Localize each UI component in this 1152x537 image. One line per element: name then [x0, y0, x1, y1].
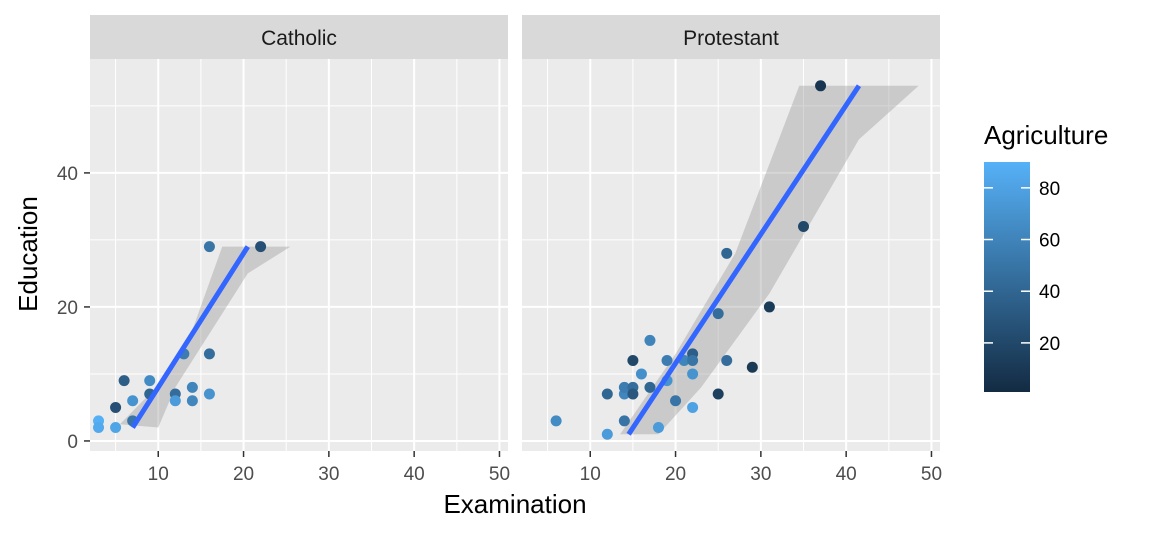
data-point [815, 80, 827, 92]
x-tick-label: 10 [148, 464, 169, 485]
data-point [687, 355, 699, 367]
panel-catholic: Catholic 10 20 30 40 50 0 20 40 [57, 15, 510, 485]
x-tick-label: 30 [318, 464, 339, 485]
data-point [255, 241, 267, 253]
data-point [670, 395, 682, 407]
data-point [601, 388, 613, 400]
x-tick-label: 50 [921, 464, 942, 485]
data-point [712, 308, 724, 320]
data-point [186, 381, 198, 393]
data-point [144, 375, 156, 387]
data-point [644, 334, 656, 346]
legend-tick-label: 60 [1039, 231, 1060, 252]
data-point [110, 422, 122, 434]
data-point [618, 415, 630, 427]
data-point [721, 247, 733, 259]
data-point [661, 355, 673, 367]
legend-title: Agriculture [984, 120, 1108, 150]
facet-strip [90, 15, 508, 59]
facet-strip-label: Protestant [683, 27, 779, 50]
x-tick-label: 40 [836, 464, 857, 485]
data-point [687, 401, 699, 413]
legend-tick-label: 80 [1039, 179, 1060, 200]
data-point [721, 355, 733, 367]
confidence-ribbon [620, 85, 919, 435]
y-tick-label: 40 [57, 164, 78, 185]
data-point [203, 388, 215, 400]
regression-line [130, 245, 250, 429]
data-point [203, 348, 215, 360]
color-legend: Agriculture 20 40 60 80 [984, 120, 1108, 392]
data-point [186, 395, 198, 407]
data-point [644, 381, 656, 393]
data-point [110, 401, 122, 413]
data-point [627, 355, 639, 367]
data-point [118, 375, 130, 387]
legend-tick-label: 40 [1039, 282, 1060, 303]
data-point [635, 368, 647, 380]
data-point [618, 381, 630, 393]
legend-tick-label: 20 [1039, 334, 1060, 355]
data-point [712, 388, 724, 400]
legend-color-bar [984, 162, 1030, 392]
y-tick-label: 20 [57, 298, 78, 319]
data-point [798, 221, 810, 233]
x-axis-title: Examination [443, 489, 586, 519]
data-point [93, 422, 105, 434]
facet-strip [522, 15, 940, 59]
panels-layer: Catholic 10 20 30 40 50 0 20 40 Protestant 10 20 30 4… [57, 15, 942, 485]
data-point [763, 301, 775, 313]
data-point [169, 395, 181, 407]
x-tick-label: 50 [489, 464, 510, 485]
data-point [627, 388, 639, 400]
y-axis-title: Education [13, 196, 43, 312]
regression-line [626, 84, 862, 436]
x-tick-label: 30 [750, 464, 771, 485]
data-point [127, 395, 139, 407]
data-point [203, 241, 215, 253]
x-tick-label: 40 [404, 464, 425, 485]
x-tick-label: 10 [580, 464, 601, 485]
x-tick-label: 20 [665, 464, 686, 485]
data-point [687, 368, 699, 380]
data-point [746, 361, 758, 373]
data-point [550, 415, 562, 427]
panel-protestant: Protestant 10 20 30 40 50 [522, 15, 942, 485]
facet-strip-label: Catholic [261, 27, 337, 50]
data-point [601, 428, 613, 440]
y-tick-label: 0 [67, 432, 78, 453]
x-tick-label: 20 [233, 464, 254, 485]
data-point [652, 422, 664, 434]
